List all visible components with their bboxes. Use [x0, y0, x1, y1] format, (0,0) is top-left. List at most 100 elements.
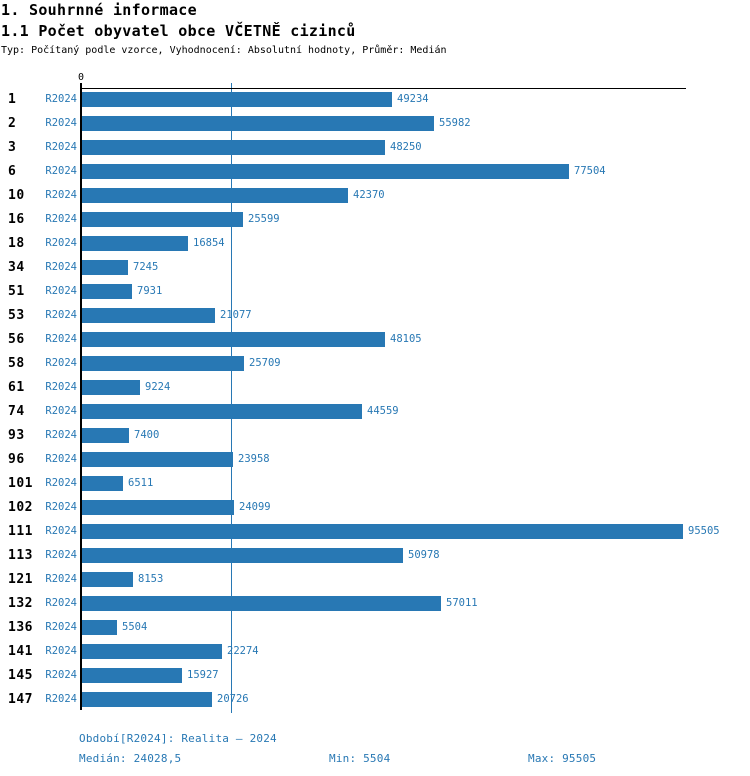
- row-category-label: 141: [8, 644, 33, 659]
- bar-value-label: 57011: [446, 597, 478, 609]
- bar: [82, 332, 385, 347]
- bar: [82, 164, 569, 179]
- row-series-label: R2024: [45, 405, 77, 417]
- bar-value-label: 16854: [193, 237, 225, 249]
- row-category-label: 74: [8, 404, 25, 419]
- row-series-label: R2024: [45, 309, 77, 321]
- row-series-label: R2024: [45, 237, 77, 249]
- row-category-label: 132: [8, 596, 33, 611]
- footer-max: Max: 95505: [528, 752, 597, 765]
- bar: [82, 476, 123, 491]
- bar-value-label: 9224: [145, 381, 171, 393]
- bar-value-label: 8153: [138, 573, 164, 585]
- row-category-label: 58: [8, 356, 25, 371]
- bar-value-label: 49234: [397, 93, 429, 105]
- bar-value-label: 22274: [227, 645, 259, 657]
- page-subtitle: 1.1 Počet obyvatel obce VČETNĚ cizinců: [1, 22, 356, 40]
- bar: [82, 236, 188, 251]
- bar-chart: 0 1 R2024 49234 2 R2024 55982 3 R2024 48250 6 R202…: [0, 70, 750, 720]
- bar-value-label: 5504: [122, 621, 148, 633]
- row-category-label: 101: [8, 476, 33, 491]
- row-series-label: R2024: [45, 645, 77, 657]
- bar-value-label: 48105: [390, 333, 422, 345]
- row-category-label: 3: [8, 140, 17, 155]
- row-series-label: R2024: [45, 669, 77, 681]
- row-category-label: 51: [8, 284, 25, 299]
- row-series-label: R2024: [45, 597, 77, 609]
- row-category-label: 96: [8, 452, 25, 467]
- row-category-label: 34: [8, 260, 25, 275]
- bar: [82, 188, 348, 203]
- row-series-label: R2024: [45, 141, 77, 153]
- bar: [82, 668, 182, 683]
- bar: [82, 692, 212, 707]
- row-series-label: R2024: [45, 693, 77, 705]
- row-series-label: R2024: [45, 285, 77, 297]
- row-category-label: 53: [8, 308, 25, 323]
- bar-value-label: 7931: [137, 285, 163, 297]
- row-category-label: 18: [8, 236, 25, 251]
- row-series-label: R2024: [45, 189, 77, 201]
- row-series-label: R2024: [45, 165, 77, 177]
- bar-value-label: 15927: [187, 669, 219, 681]
- row-series-label: R2024: [45, 501, 77, 513]
- bar: [82, 644, 222, 659]
- row-category-label: 56: [8, 332, 25, 347]
- bar: [82, 260, 128, 275]
- row-category-label: 121: [8, 572, 33, 587]
- bar: [82, 356, 244, 371]
- row-series-label: R2024: [45, 357, 77, 369]
- page-title: 1. Souhrnné informace: [1, 1, 197, 19]
- bar: [82, 620, 117, 635]
- row-series-label: R2024: [45, 573, 77, 585]
- row-series-label: R2024: [45, 333, 77, 345]
- bar-value-label: 42370: [353, 189, 385, 201]
- row-series-label: R2024: [45, 549, 77, 561]
- row-series-label: R2024: [45, 621, 77, 633]
- bar: [82, 308, 215, 323]
- row-category-label: 136: [8, 620, 33, 635]
- bar: [82, 596, 441, 611]
- bar-value-label: 24099: [239, 501, 271, 513]
- row-category-label: 102: [8, 500, 33, 515]
- row-category-label: 111: [8, 524, 33, 539]
- row-category-label: 6: [8, 164, 17, 179]
- bar: [82, 140, 385, 155]
- bar-value-label: 23958: [238, 453, 270, 465]
- row-series-label: R2024: [45, 93, 77, 105]
- bar-value-label: 77504: [574, 165, 606, 177]
- bar: [82, 380, 140, 395]
- median-gridline: [231, 83, 232, 713]
- bar-value-label: 55982: [439, 117, 471, 129]
- row-series-label: R2024: [45, 429, 77, 441]
- footer-min: Min: 5504: [329, 752, 391, 765]
- bar: [82, 572, 133, 587]
- row-category-label: 93: [8, 428, 25, 443]
- bar-value-label: 48250: [390, 141, 422, 153]
- row-series-label: R2024: [45, 381, 77, 393]
- bar: [82, 452, 233, 467]
- row-series-label: R2024: [45, 261, 77, 273]
- bar: [82, 548, 403, 563]
- x-axis-line: [80, 88, 686, 89]
- chart-meta-line: Typ: Počítaný podle vzorce, Vyhodnocení:…: [1, 45, 447, 56]
- row-category-label: 2: [8, 116, 17, 131]
- bar: [82, 212, 243, 227]
- bar: [82, 524, 683, 539]
- bar-value-label: 21077: [220, 309, 252, 321]
- bar-value-label: 50978: [408, 549, 440, 561]
- row-series-label: R2024: [45, 477, 77, 489]
- bar: [82, 284, 132, 299]
- bar: [82, 500, 234, 515]
- row-category-label: 145: [8, 668, 33, 683]
- row-series-label: R2024: [45, 117, 77, 129]
- axis-origin-label: 0: [77, 72, 85, 83]
- row-category-label: 147: [8, 692, 33, 707]
- row-series-label: R2024: [45, 525, 77, 537]
- row-category-label: 1: [8, 92, 17, 107]
- y-axis-line: [80, 83, 82, 710]
- row-category-label: 113: [8, 548, 33, 563]
- row-category-label: 10: [8, 188, 25, 203]
- footer-period: Období[R2024]: Realita – 2024: [79, 732, 277, 745]
